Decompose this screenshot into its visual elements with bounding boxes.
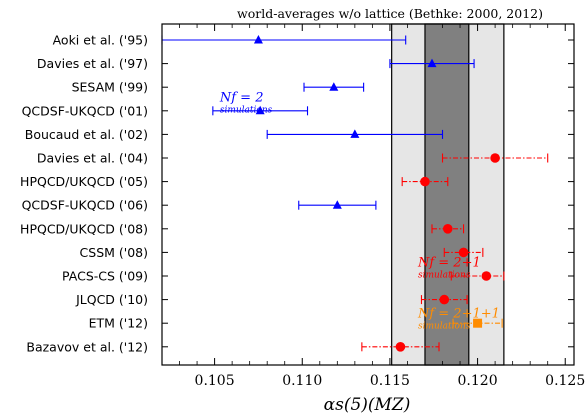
row-label: QCDSF-UKQCD ('01) [22, 103, 148, 118]
data-point-circle [490, 153, 500, 163]
row-label: HPQCD/UKQCD ('05) [20, 174, 148, 189]
data-point-square [473, 318, 483, 328]
row-labels: Aoki et al. ('95) Davies et al. ('97) SESA… [20, 33, 148, 355]
x-tick-label: 0.115 [370, 373, 410, 389]
row-label: ETM ('12) [89, 316, 148, 331]
chart-title: world-averages w/o lattice (Bethke: 2000… [237, 6, 543, 21]
row-label: Aoki et al. ('95) [53, 33, 148, 48]
row-label: QCDSF-UKQCD ('06) [22, 198, 148, 213]
data-point-circle [442, 224, 453, 234]
row-label: PACS-CS ('09) [62, 269, 148, 284]
data-point-triangle [350, 129, 360, 138]
row-label: SESAM ('99) [72, 80, 148, 95]
x-tick-label: 0.120 [458, 373, 498, 389]
row-label: Davies et al. ('04) [37, 151, 148, 166]
x-tick-label: 0.125 [545, 373, 585, 389]
annotation-label: Nf = 2+1+1 [417, 306, 500, 321]
annotation-sublabel: simulations [418, 271, 471, 281]
data-point-circle [439, 294, 450, 305]
row-label: Bazavov et al. ('12) [26, 339, 148, 354]
data-point-triangle [332, 200, 342, 209]
data-point-triangle [329, 82, 339, 91]
world-average-bands [391, 23, 505, 366]
x-tick-labels: 0.105 0.110 0.115 0.120 0.125 [195, 373, 585, 389]
data-point-circle [481, 271, 492, 281]
row-label: HPQCD/UKQCD ('08) [20, 221, 148, 236]
data-point-circle [420, 176, 430, 187]
plot-frame [161, 23, 575, 366]
data-point-triangle [427, 58, 437, 68]
x-axis-label: αs(5)(MZ) [324, 395, 411, 414]
data-markers [253, 35, 500, 352]
x-tick-label: 0.110 [282, 373, 322, 389]
data-point-triangle [255, 105, 265, 115]
row-label: Davies et al. ('97) [37, 56, 148, 71]
data-point-triangle [253, 35, 263, 44]
row-label: JLQCD ('10) [75, 292, 148, 307]
annotation-label: Nf = 2+1 [417, 256, 481, 271]
band-1 [424, 23, 470, 366]
row-label: Boucaud et al. ('02) [25, 127, 148, 142]
x-ticks [162, 24, 574, 365]
data-point-circle [395, 342, 406, 352]
annotation-sublabel: simulations [418, 321, 471, 331]
x-tick-label: 0.105 [195, 373, 235, 389]
row-label: CSSM ('08) [80, 245, 148, 260]
annotation-sublabel: simulations [220, 105, 273, 115]
annotation-label: Nf = 2 [219, 90, 264, 105]
data-point-circle [458, 247, 469, 258]
